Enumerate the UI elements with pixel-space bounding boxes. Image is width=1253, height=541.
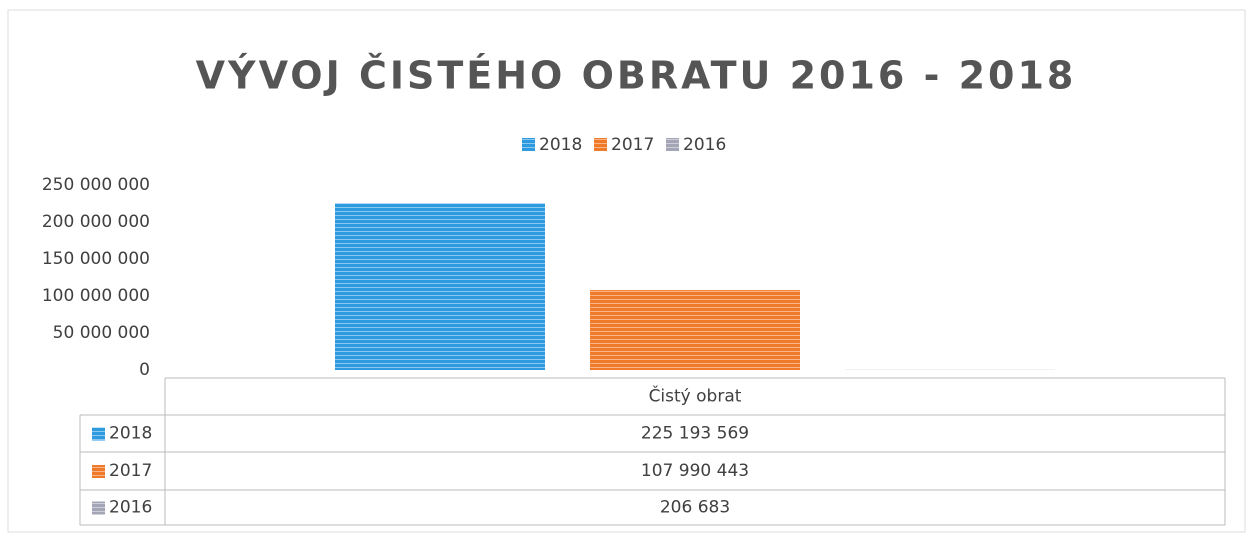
table-header: Čistý obrat xyxy=(649,385,742,407)
legend-label: 2016 xyxy=(683,135,726,155)
table-value: 206 683 xyxy=(660,498,730,518)
table-row-label: 2017 xyxy=(109,461,152,481)
table-row-label: 2016 xyxy=(109,498,152,518)
table-swatch xyxy=(92,465,105,478)
table-swatch xyxy=(92,427,105,441)
y-tick-label: 250 000 000 xyxy=(42,175,150,195)
legend-swatch xyxy=(522,138,535,151)
table-swatch xyxy=(92,501,105,515)
y-tick-label: 200 000 000 xyxy=(42,212,150,232)
table-row-label: 2018 xyxy=(109,424,152,444)
legend-swatch xyxy=(594,138,607,151)
chart-frame xyxy=(7,9,1246,533)
bar xyxy=(335,203,545,370)
y-tick-label: 0 xyxy=(139,360,150,380)
bar xyxy=(590,290,800,370)
chart-title: VÝVOJ ČISTÉHO OBRATU 2016 - 2018 xyxy=(196,54,1077,98)
table-value: 225 193 569 xyxy=(641,424,749,444)
y-tick-label: 100 000 000 xyxy=(42,286,150,306)
table-value: 107 990 443 xyxy=(641,461,749,481)
y-tick-label: 50 000 000 xyxy=(53,323,150,343)
legend-swatch xyxy=(666,138,679,151)
legend-label: 2018 xyxy=(539,135,582,155)
legend-label: 2017 xyxy=(611,135,654,155)
y-tick-label: 150 000 000 xyxy=(42,249,150,269)
